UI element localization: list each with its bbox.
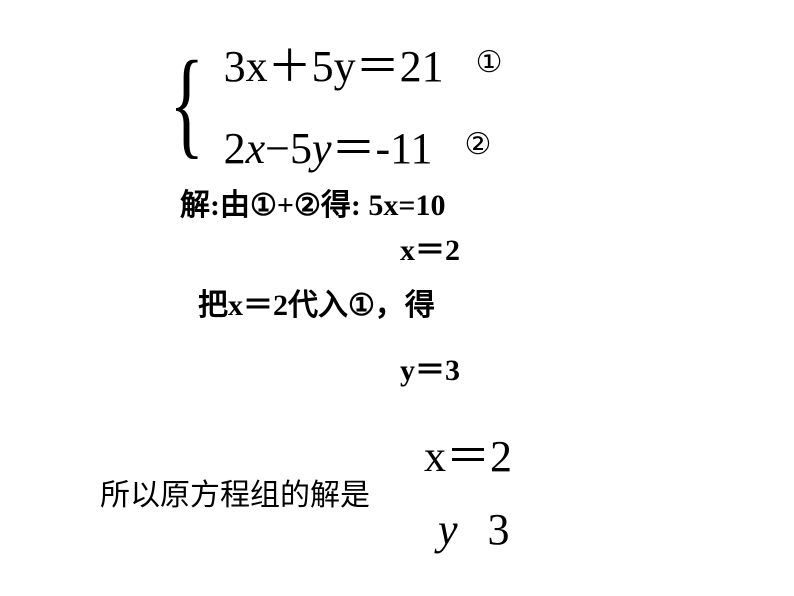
solution-y-row: y3 (438, 504, 512, 555)
equation-1: 3x＋5y＝21 (224, 30, 444, 94)
equation-system: { 3x＋5y＝21 ① 2x−5y＝-11 ② (158, 30, 503, 176)
equation-2-marker: ② (465, 127, 492, 162)
equations-container: 3x＋5y＝21 ① 2x−5y＝-11 ② (224, 30, 503, 176)
solution-step-4: y＝3 (400, 345, 460, 389)
equation-2: 2x−5y＝-11 (224, 112, 433, 176)
solution-y-val: 3 (488, 504, 510, 555)
left-brace: { (170, 43, 205, 163)
solution-step-1: 解:由①+②得: 5x=10 (180, 180, 446, 224)
equation-2-row: 2x−5y＝-11 ② (224, 112, 503, 176)
solution-x: x＝2 (424, 420, 512, 484)
solution-values: x＝2 y3 (418, 420, 512, 555)
solution-y-var: y (438, 504, 458, 555)
equation-1-row: 3x＋5y＝21 ① (224, 30, 503, 94)
solution-step-2: x＝2 (400, 225, 460, 269)
equation-1-marker: ① (476, 45, 503, 80)
solution-conclusion: 所以原方程组的解是 (100, 470, 370, 514)
solution-step-3: 把x＝2代入①，得 (198, 280, 435, 324)
solution-x-row: x＝2 (418, 420, 512, 484)
